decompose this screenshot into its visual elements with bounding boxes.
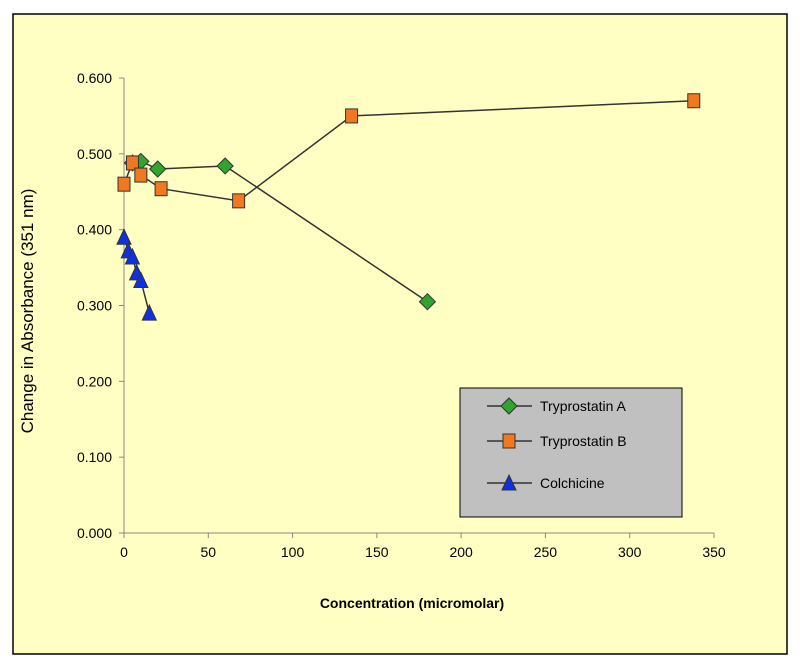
data-point-tryprostatin-a — [418, 293, 437, 311]
y-tick-label: 0.600 — [77, 70, 112, 86]
legend-label-tryprostatin-b: Tryprostatin B — [540, 433, 627, 449]
data-point-tryprostatin-a — [216, 157, 234, 175]
data-point-colchicine — [141, 303, 158, 321]
x-tick-label: 300 — [618, 544, 642, 560]
data-point-tryprostatin-b — [345, 108, 359, 124]
x-axis-label: Concentration (micromolar) — [320, 595, 504, 611]
y-tick-label: 0.200 — [77, 373, 112, 389]
legend-items: Tryprostatin A Tryprostatin B Colchicine — [487, 397, 627, 491]
data-point-tryprostatin-a — [149, 160, 167, 178]
legend-marker-colchicine — [501, 473, 517, 491]
data-point-colchicine — [116, 228, 132, 245]
y-tick-label: 0.100 — [77, 449, 112, 465]
legend-marker-tryprostatin-a — [500, 397, 518, 415]
series-layer — [116, 93, 701, 321]
x-tick-label: 0 — [120, 544, 128, 560]
y-tick-label: 0.300 — [77, 298, 112, 314]
y-tick-label: 0.000 — [77, 525, 112, 541]
data-point-tryprostatin-b — [154, 181, 168, 197]
series-tryprostatin-b — [117, 93, 701, 209]
x-tick-label: 100 — [281, 544, 305, 560]
data-point-colchicine — [133, 271, 149, 288]
x-tick-label: 350 — [702, 544, 726, 560]
chart-background — [12, 13, 788, 655]
legend-box — [459, 387, 683, 518]
series-colchicine — [116, 228, 158, 321]
legend-label-colchicine: Colchicine — [540, 475, 605, 491]
legend-marker-tryprostatin-b — [502, 433, 516, 449]
data-point-tryprostatin-b — [687, 93, 701, 109]
data-point-tryprostatin-b — [232, 193, 246, 209]
x-tick-label: 200 — [449, 544, 473, 560]
axes: 0.000 0.100 0.200 0.300 0.400 0.500 0.600 0 50 10… — [77, 70, 726, 560]
x-tick-label: 50 — [200, 544, 216, 560]
y-tick-label: 0.400 — [77, 222, 112, 238]
data-point-tryprostatin-b — [125, 155, 139, 171]
data-point-tryprostatin-b — [117, 176, 131, 192]
y-axis-label: Change in Absorbance (351 nm) — [18, 189, 37, 434]
legend-label-tryprostatin-a: Tryprostatin A — [540, 398, 627, 414]
y-tick-label: 0.500 — [77, 146, 112, 162]
legend: Tryprostatin A Tryprostatin B Colchicine — [459, 387, 683, 518]
x-tick-label: 250 — [534, 544, 558, 560]
x-tick-label: 150 — [365, 544, 389, 560]
data-point-colchicine — [124, 247, 141, 265]
data-point-tryprostatin-b — [134, 167, 148, 183]
